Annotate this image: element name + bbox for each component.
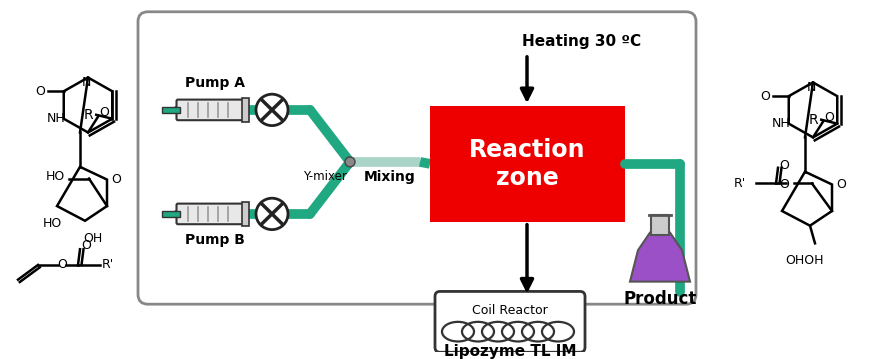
Text: O: O [111, 173, 121, 186]
Bar [241, 98, 248, 122]
Text: HO: HO [42, 217, 61, 230]
Text: Reaction
zone: Reaction zone [468, 138, 585, 190]
Text: Mixing: Mixing [363, 169, 415, 183]
Text: Coil Reactor: Coil Reactor [471, 304, 547, 317]
Text: Heating 30 ºC: Heating 30 ºC [522, 34, 641, 49]
Text: R: R [808, 113, 817, 127]
Text: O: O [35, 85, 45, 98]
Text: N: N [82, 76, 90, 89]
Text: OHOH: OHOH [785, 253, 824, 266]
Text: Y-mixer: Y-mixer [303, 170, 347, 183]
Text: OH: OH [83, 232, 103, 245]
Bar [429, 106, 624, 222]
Text: O: O [835, 178, 845, 191]
Text: O: O [778, 178, 788, 191]
Text: Lipozyme TL IM: Lipozyme TL IM [443, 344, 576, 359]
Text: R: R [83, 108, 93, 122]
Bar [162, 211, 180, 217]
FancyBboxPatch shape [435, 292, 585, 352]
Bar [241, 202, 248, 226]
Circle shape [255, 94, 288, 126]
Text: O: O [99, 106, 109, 119]
Text: NH: NH [47, 112, 65, 125]
Text: HO: HO [46, 170, 65, 183]
Text: O: O [57, 258, 67, 271]
Text: N: N [805, 81, 815, 94]
Polygon shape [630, 233, 689, 281]
FancyBboxPatch shape [176, 99, 244, 120]
Text: Pump A: Pump A [184, 76, 245, 90]
Text: Product: Product [623, 290, 696, 308]
Text: O: O [823, 111, 833, 124]
Text: O: O [778, 159, 788, 172]
Bar [651, 215, 668, 234]
Circle shape [255, 198, 288, 230]
Text: R': R' [733, 177, 745, 190]
Text: Pump B: Pump B [185, 233, 245, 247]
Text: O: O [81, 239, 90, 252]
Text: NH: NH [771, 117, 789, 130]
Text: O: O [759, 90, 769, 103]
Text: R': R' [102, 258, 114, 271]
FancyBboxPatch shape [138, 12, 695, 304]
FancyBboxPatch shape [176, 204, 244, 224]
Circle shape [344, 157, 355, 167]
Bar [162, 107, 180, 113]
